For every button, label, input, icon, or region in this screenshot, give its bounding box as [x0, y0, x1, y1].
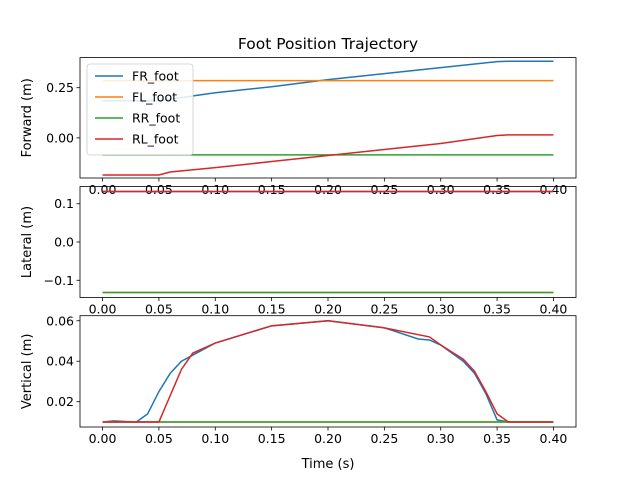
- x-tick-label: 0.35: [483, 182, 511, 197]
- x-tick-label: 0.35: [483, 431, 511, 446]
- x-tick-label: 0.15: [258, 302, 286, 317]
- x-tick-label: 0.00: [89, 182, 117, 197]
- x-tick-label: 0.40: [540, 431, 568, 446]
- x-tick-label: 0.10: [201, 431, 229, 446]
- x-tick-label: 0.10: [201, 302, 229, 317]
- x-tick-label: 0.25: [370, 302, 398, 317]
- x-tick-label: 0.20: [314, 431, 342, 446]
- y-tick-label: 0.25: [46, 80, 74, 95]
- x-tick-label: 0.10: [201, 182, 229, 197]
- x-tick-label: 0.05: [145, 431, 173, 446]
- y-tick-label: 0.06: [46, 313, 74, 328]
- series-line-rl-foot: [102, 320, 554, 423]
- x-tick-label: 0.00: [89, 302, 117, 317]
- y-axis-label: Forward (m): [20, 78, 35, 157]
- x-tick-label: 0.05: [145, 182, 173, 197]
- x-tick-label: 0.40: [540, 302, 568, 317]
- x-tick-label: 0.15: [258, 431, 286, 446]
- x-tick-label: 0.30: [427, 302, 455, 317]
- y-axis-label: Lateral (m): [20, 206, 35, 278]
- x-tick-label: 0.25: [370, 182, 398, 197]
- legend-box: [86, 63, 194, 156]
- y-tick-label: 0.02: [46, 394, 74, 409]
- x-tick-label: 0.20: [314, 302, 342, 317]
- x-tick-label: 0.30: [427, 182, 455, 197]
- axes-frame: [79, 315, 577, 428]
- legend-label-fr-foot: FR_foot: [132, 69, 179, 84]
- x-tick-label: 0.40: [540, 182, 568, 197]
- x-tick-label: 0.35: [483, 302, 511, 317]
- series-line-fr-foot: [102, 320, 554, 423]
- y-tick-label: 0.1: [54, 196, 74, 211]
- axes-frame: [79, 186, 577, 298]
- x-tick-label: 0.15: [258, 182, 286, 197]
- x-tick-label: 0.20: [314, 182, 342, 197]
- x-tick-label: 0.05: [145, 302, 173, 317]
- x-tick-label: 0.00: [89, 431, 117, 446]
- y-tick-label: 0.00: [46, 130, 74, 145]
- y-tick-label: 0.0: [54, 235, 74, 250]
- y-axis-label: Vertical (m): [20, 334, 35, 410]
- legend-label-fl-foot: FL_foot: [132, 90, 177, 105]
- x-axis-label: Time (s): [301, 457, 355, 472]
- chart-title: Foot Position Trajectory: [238, 35, 418, 53]
- series-line-rl-foot: [102, 134, 554, 176]
- x-tick-label: 0.25: [370, 431, 398, 446]
- legend: FR_foot FL_foot RR_foot RL_foot: [86, 63, 194, 156]
- y-tick-label: −0.1: [44, 273, 74, 288]
- x-tick-label: 0.30: [427, 431, 455, 446]
- legend-label-rl-foot: RL_foot: [132, 132, 179, 147]
- y-tick-label: 0.04: [46, 354, 74, 369]
- legend-label-rr-foot: RR_foot: [132, 111, 180, 126]
- panel-lateral: 0.00 0.05 0.10 0.15 0.20 0.25 0.30 0.35 0.40 0.1 0…: [20, 186, 577, 317]
- panel-vertical: 0.00 0.05 0.10 0.15 0.20 0.25 0.30 0.35 0.40 0.06…: [20, 313, 577, 446]
